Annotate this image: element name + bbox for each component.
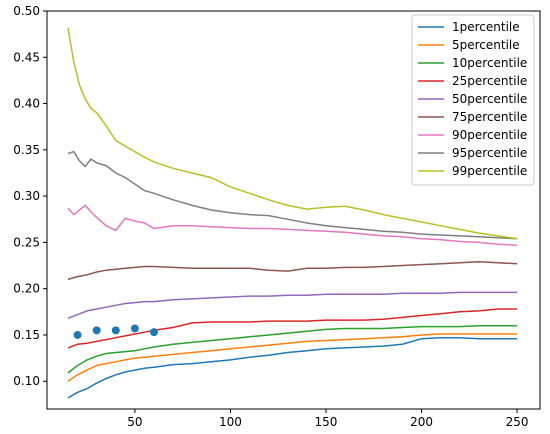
legend-box (411, 14, 535, 186)
y-tick-label: 0.15 (13, 328, 40, 342)
legend-label-95percentile: 95percentile (452, 146, 527, 160)
series-line-95percentile (67, 150, 518, 240)
series-line-1percentile (67, 336, 518, 399)
x-axis: 50 100 150 200 250 (127, 409, 529, 429)
y-tick-label: 0.40 (13, 97, 40, 111)
x-tick-label: 250 (506, 415, 529, 429)
y-tick-label: 0.10 (13, 374, 40, 388)
legend-label-75percentile: 75percentile (452, 110, 527, 124)
scatter-point (111, 326, 120, 335)
series-layer (67, 27, 518, 399)
x-tick-label: 50 (127, 415, 142, 429)
scatter-point (130, 324, 139, 333)
y-axis: 0.10 0.15 0.20 0.25 0.30 0.35 0.40 0.45 0.50 (13, 4, 47, 388)
scatter-point (150, 328, 159, 337)
legend-label-50percentile: 50percentile (452, 92, 527, 106)
y-tick-label: 0.35 (13, 143, 40, 157)
points-layer (73, 324, 159, 339)
series-line-10percentile (67, 324, 518, 374)
y-tick-label: 0.50 (13, 4, 40, 18)
legend-label-1percentile: 1percentile (452, 20, 520, 34)
x-tick-label: 200 (410, 415, 433, 429)
legend: 1percentile 5percentile 10percentile 25perc… (411, 14, 535, 186)
legend-label-10percentile: 10percentile (452, 56, 527, 70)
series-line-75percentile (67, 261, 518, 281)
y-tick-label: 0.30 (13, 189, 40, 203)
legend-label-25percentile: 25percentile (452, 74, 527, 88)
y-tick-label: 0.45 (13, 50, 40, 64)
x-tick-label: 150 (315, 415, 338, 429)
scatter-point (92, 326, 101, 335)
legend-label-99percentile: 99percentile (452, 164, 527, 178)
scatter-point (73, 330, 82, 339)
series-line-5percentile (67, 333, 518, 382)
x-tick-label: 100 (219, 415, 242, 429)
series-line-99percentile (67, 27, 518, 240)
y-tick-label: 0.20 (13, 282, 40, 296)
legend-label-90percentile: 90percentile (452, 128, 527, 142)
series-line-90percentile (67, 204, 518, 246)
series-line-25percentile (67, 308, 518, 349)
legend-label-5percentile: 5percentile (452, 38, 520, 52)
y-tick-label: 0.25 (13, 235, 40, 249)
series-line-50percentile (67, 291, 518, 319)
